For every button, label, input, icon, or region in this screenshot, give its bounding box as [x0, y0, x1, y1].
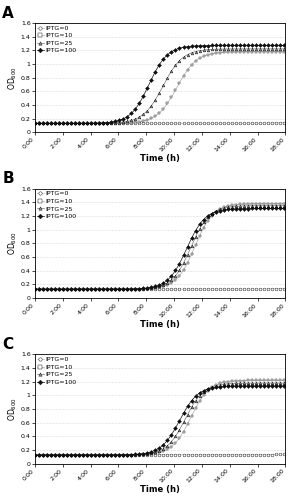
Legend: IPTG=0, IPTG=10, IPTG=25, IPTG=100: IPTG=0, IPTG=10, IPTG=25, IPTG=100 — [37, 190, 77, 220]
Text: C: C — [2, 337, 13, 352]
Y-axis label: OD$_{600}$: OD$_{600}$ — [7, 232, 19, 255]
Legend: IPTG=0, IPTG=10, IPTG=25, IPTG=100: IPTG=0, IPTG=10, IPTG=25, IPTG=100 — [37, 24, 77, 54]
Y-axis label: OD$_{600}$: OD$_{600}$ — [7, 66, 19, 90]
X-axis label: Time (h): Time (h) — [140, 486, 180, 494]
Text: A: A — [2, 6, 14, 20]
X-axis label: Time (h): Time (h) — [140, 320, 180, 328]
Legend: IPTG=0, IPTG=10, IPTG=25, IPTG=100: IPTG=0, IPTG=10, IPTG=25, IPTG=100 — [37, 356, 77, 386]
X-axis label: Time (h): Time (h) — [140, 154, 180, 163]
Text: B: B — [2, 172, 14, 186]
Y-axis label: OD$_{600}$: OD$_{600}$ — [7, 397, 19, 421]
